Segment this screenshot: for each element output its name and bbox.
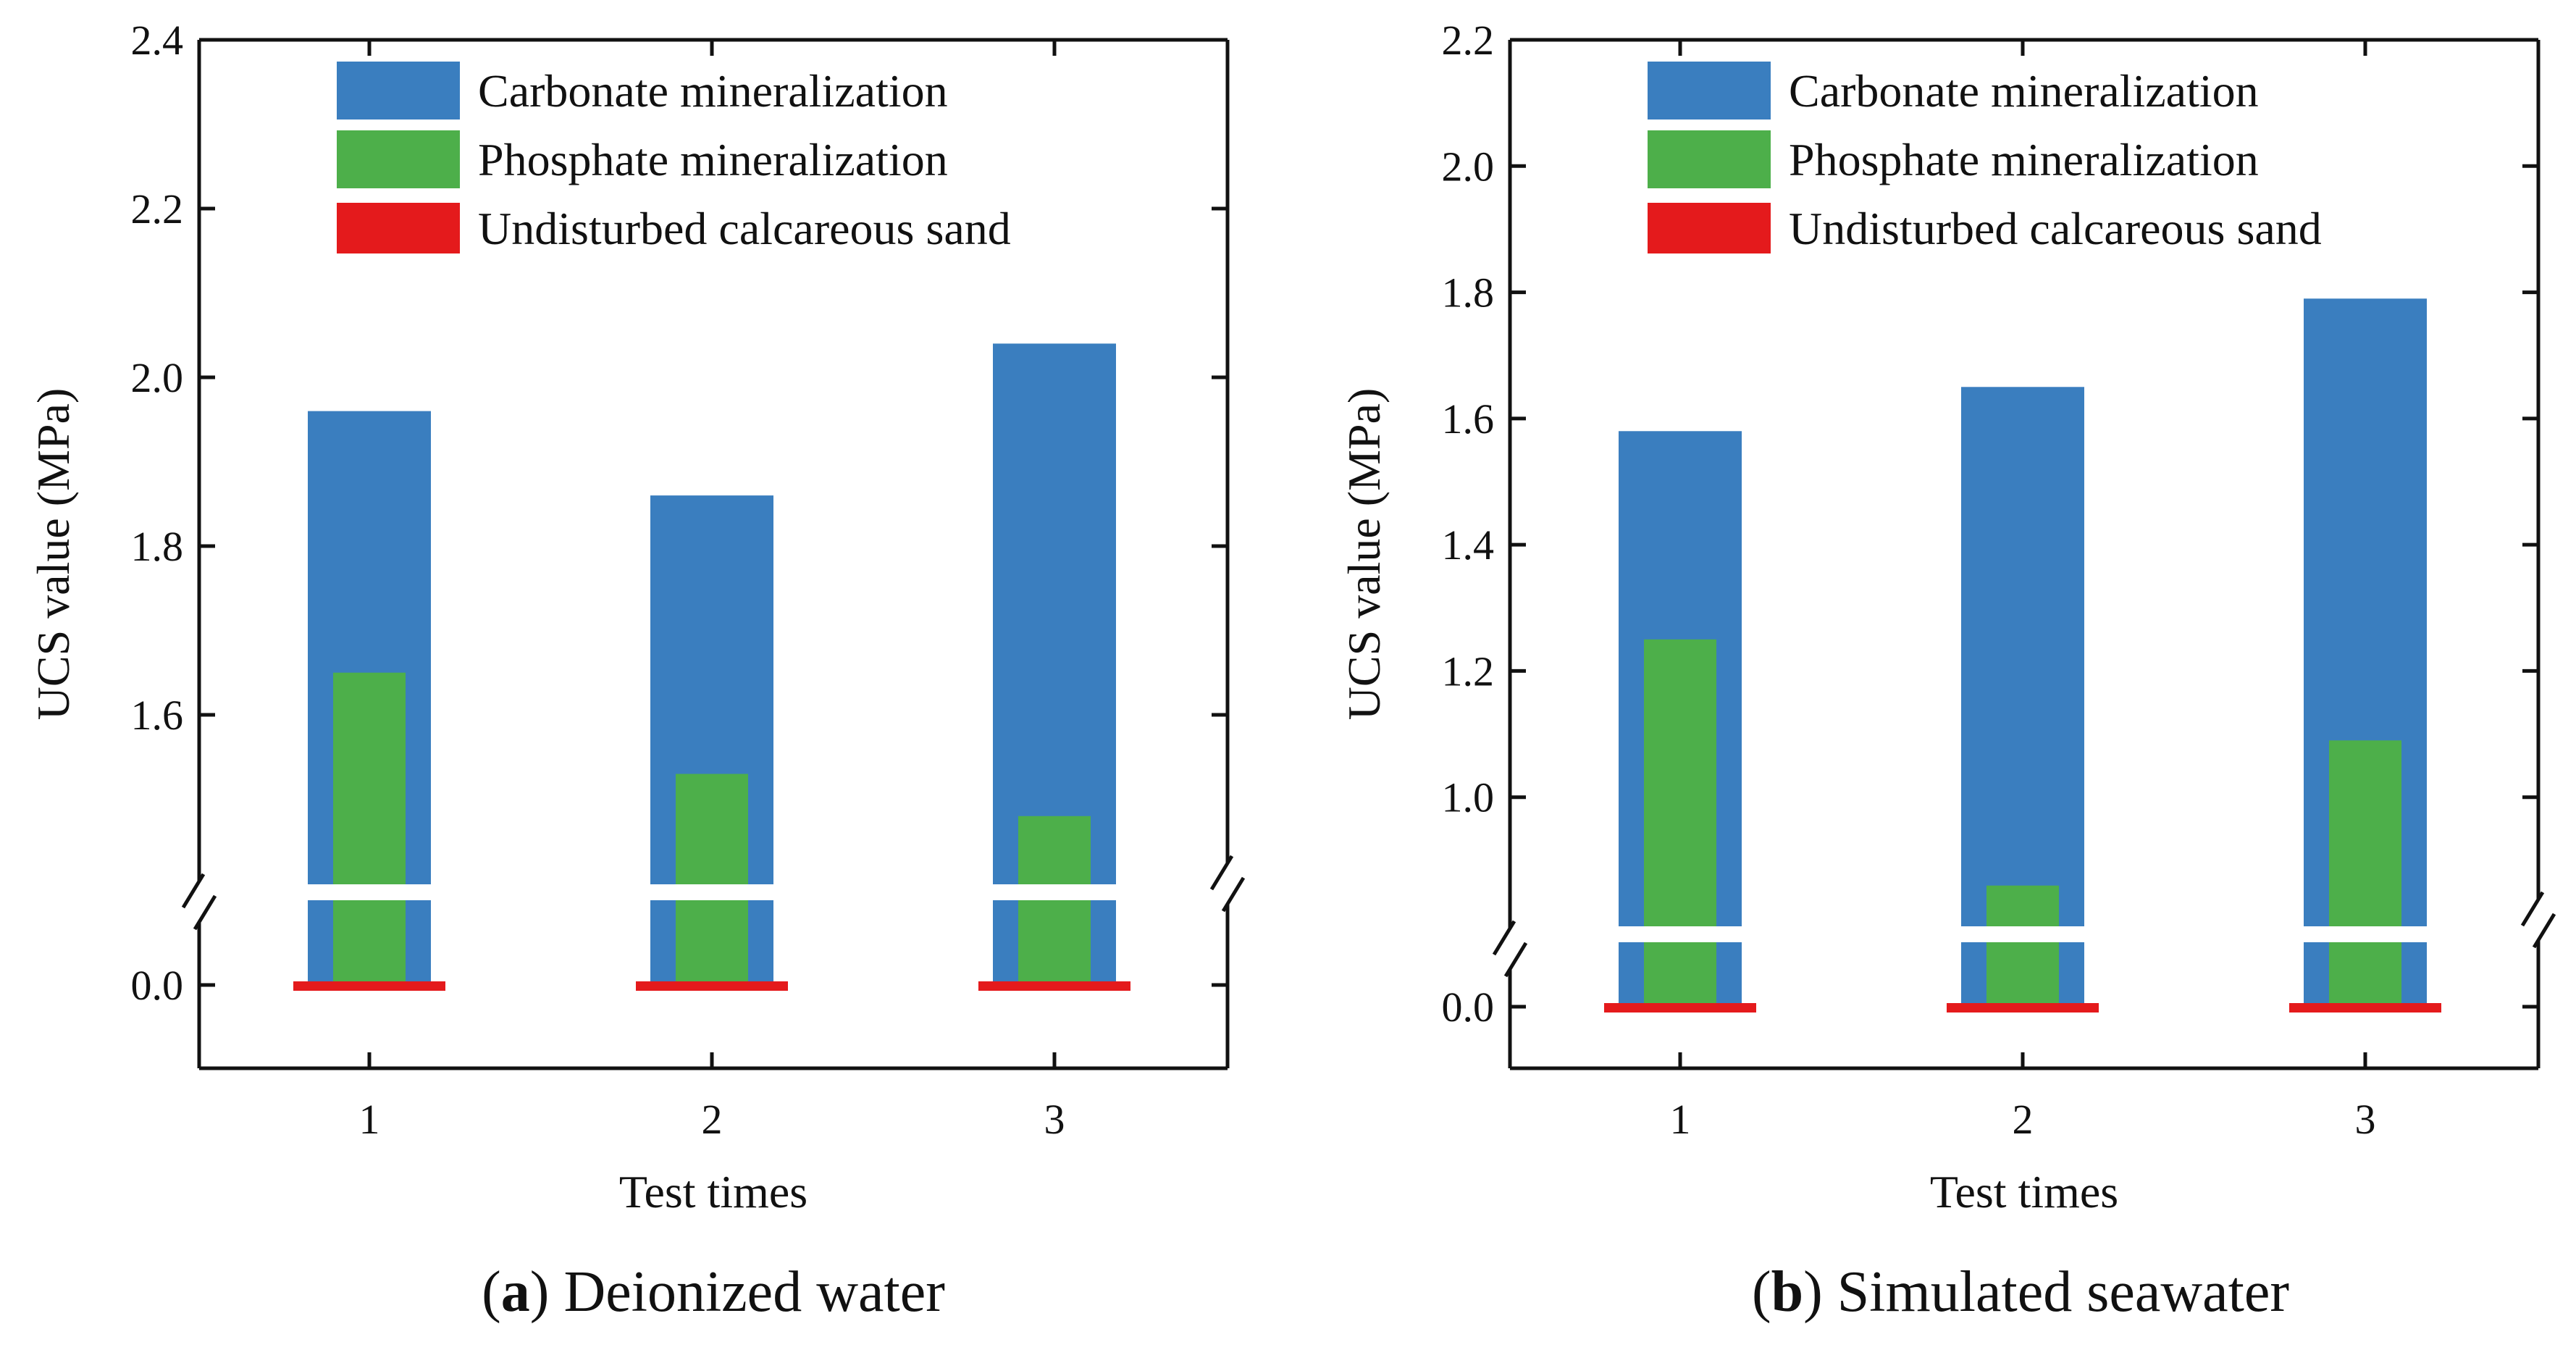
bar-undisturbed-3 bbox=[978, 981, 1130, 991]
axis-break-mark-left-2 bbox=[1503, 942, 1528, 978]
axis-break-gap-3 bbox=[2301, 926, 2430, 942]
legend-swatch bbox=[337, 130, 460, 188]
y-axis-title: UCS value (MPa) bbox=[1338, 388, 1390, 721]
y-axis-title: UCS value (MPa) bbox=[28, 388, 79, 721]
legend-label: Carbonate mineralization bbox=[1789, 65, 2259, 117]
y-tick-label: 2.0 bbox=[131, 354, 184, 401]
bar-undisturbed-2 bbox=[1947, 1003, 2099, 1012]
x-tick-label: 1 bbox=[1670, 1096, 1691, 1143]
axis-break-gap-3 bbox=[990, 884, 1119, 900]
axis-break-mark-right-1 bbox=[2520, 891, 2545, 927]
y-tick-label: 0.0 bbox=[131, 962, 184, 1009]
bar-phosphate-3 bbox=[2329, 740, 2401, 1007]
chart-panel-a: 0.0 1.6 1.8 2.0 2.2 2.4 1 2 3 Test times UCS value… bbox=[28, 17, 1246, 1324]
y-tick-label: 1.8 bbox=[1442, 269, 1495, 316]
legend-label: Undisturbed calcareous sand bbox=[1789, 203, 2322, 254]
y-tick-label: 2.2 bbox=[1442, 17, 1495, 64]
y-tick-label: 1.4 bbox=[1442, 521, 1495, 569]
bar-phosphate-2 bbox=[676, 773, 748, 985]
x-axis-title: Test times bbox=[619, 1166, 807, 1217]
axis-break-mark-left-1 bbox=[1492, 920, 1516, 956]
y-tick-label: 1.8 bbox=[131, 523, 184, 570]
y-tick-label: 1.0 bbox=[1442, 774, 1495, 821]
axis-break-gap-1 bbox=[1616, 926, 1745, 942]
axis-break-mark-left-2 bbox=[193, 894, 217, 931]
bar-undisturbed-2 bbox=[636, 981, 788, 991]
axis-break-mark-right-2 bbox=[1221, 876, 1246, 913]
x-tick-label: 3 bbox=[2355, 1096, 2376, 1143]
y-tick-label: 2.0 bbox=[1442, 143, 1495, 190]
legend-swatch bbox=[1648, 203, 1771, 253]
panel-caption: (a) Deionized water bbox=[482, 1260, 945, 1324]
x-tick-label: 2 bbox=[2013, 1096, 2034, 1143]
bar-phosphate-1 bbox=[1644, 639, 1716, 1007]
legend-swatch bbox=[337, 62, 460, 120]
y-tick-label: 1.6 bbox=[131, 692, 184, 739]
bar-undisturbed-1 bbox=[1604, 1003, 1756, 1012]
y-tick-label: 2.4 bbox=[131, 17, 184, 64]
legend-swatch bbox=[1648, 130, 1771, 188]
x-tick-label: 3 bbox=[1044, 1096, 1065, 1143]
bar-phosphate-1 bbox=[333, 672, 406, 985]
y-tick-label: 1.2 bbox=[1442, 647, 1495, 695]
x-tick-label: 1 bbox=[359, 1096, 380, 1143]
legend-swatch bbox=[337, 203, 460, 253]
x-tick-label: 2 bbox=[702, 1096, 723, 1143]
legend-label: Phosphate mineralization bbox=[478, 134, 948, 185]
y-tick-label: 2.2 bbox=[131, 185, 184, 232]
axis-break-gap-2 bbox=[647, 884, 776, 900]
axis-break-gap-1 bbox=[305, 884, 434, 900]
x-axis-title: Test times bbox=[1930, 1166, 2118, 1217]
bar-undisturbed-3 bbox=[2289, 1003, 2441, 1012]
axis-break-mark-right-2 bbox=[2532, 913, 2556, 949]
bar-phosphate-3 bbox=[1018, 816, 1091, 985]
legend-label: Carbonate mineralization bbox=[478, 65, 948, 117]
axis-break-mark-left-1 bbox=[181, 873, 206, 909]
legend-label: Undisturbed calcareous sand bbox=[478, 203, 1011, 254]
y-tick-label: 1.6 bbox=[1442, 395, 1495, 443]
legend-label: Phosphate mineralization bbox=[1789, 134, 2259, 185]
legend-swatch bbox=[1648, 62, 1771, 120]
axis-break-mark-right-1 bbox=[1209, 855, 1234, 891]
axis-break-gap-2 bbox=[1958, 926, 2087, 942]
y-tick-label: 0.0 bbox=[1442, 984, 1495, 1031]
panel-caption: (b) Simulated seawater bbox=[1752, 1260, 2289, 1324]
chart-panel-b: 0.0 1.0 1.2 1.4 1.6 1.8 2.0 2.2 1 2 3 Test times UCS… bbox=[1338, 17, 2556, 1324]
bar-undisturbed-1 bbox=[293, 981, 445, 991]
bar-phosphate-2 bbox=[1986, 885, 2059, 1007]
